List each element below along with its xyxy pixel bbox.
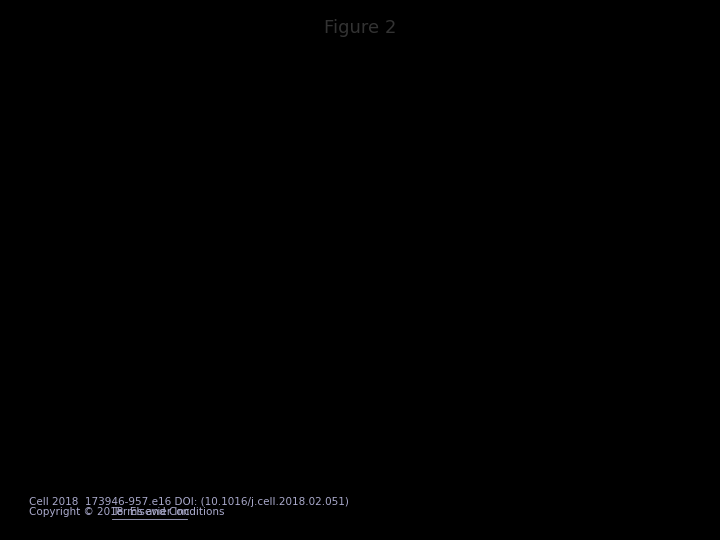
Text: Cell 2018  173946-957.e16 DOI: (10.1016/j.cell.2018.02.051): Cell 2018 173946-957.e16 DOI: (10.1016/j… xyxy=(29,496,348,507)
Text: Terms and Conditions: Terms and Conditions xyxy=(112,507,224,517)
Text: Copyright © 2018  Elsevier Inc.: Copyright © 2018 Elsevier Inc. xyxy=(29,507,199,517)
Text: Figure 2: Figure 2 xyxy=(324,19,396,37)
